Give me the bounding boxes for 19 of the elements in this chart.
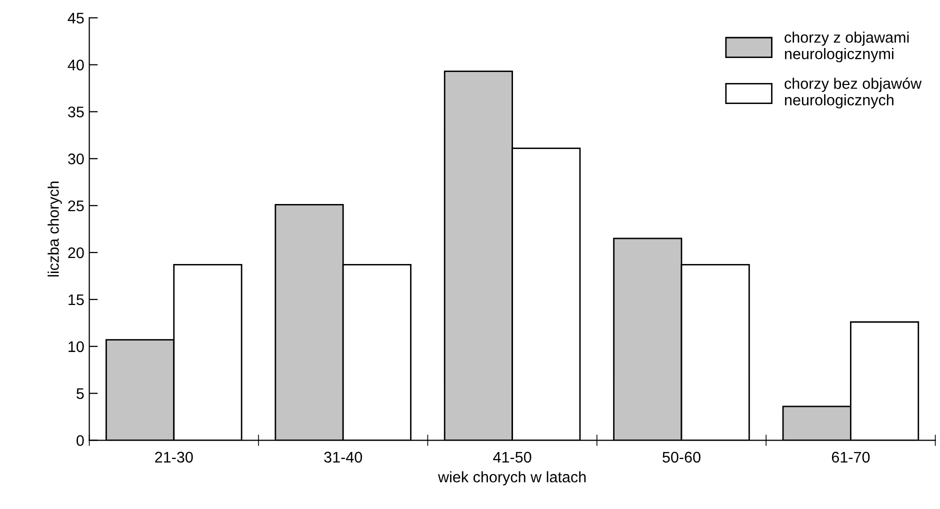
x-tick-label: 61-70 bbox=[832, 452, 870, 463]
x-tick-label: 21-30 bbox=[155, 452, 193, 463]
x-axis-title: wiek chorych w latach bbox=[438, 471, 586, 486]
y-tick-label: 30 bbox=[68, 154, 84, 164]
y-tick-label: 20 bbox=[68, 247, 84, 258]
y-tick-label: 15 bbox=[68, 294, 84, 306]
y-tick-label: 35 bbox=[68, 106, 84, 118]
y-axis-title: liczba chorych bbox=[48, 182, 62, 276]
x-tick-label: 50-60 bbox=[662, 452, 700, 463]
y-tick-label: 45 bbox=[68, 12, 84, 24]
legend-label: chorzy z objawami neurologicznymi bbox=[784, 32, 909, 62]
y-tick-label: 10 bbox=[68, 341, 84, 352]
y-tick-label: 0 bbox=[76, 435, 84, 446]
legend-label: chorzy bez objawów neurologicznych bbox=[784, 78, 922, 108]
x-tick-label: 41-50 bbox=[493, 452, 532, 463]
y-tick-label: 5 bbox=[76, 388, 84, 400]
y-tick-label: 40 bbox=[68, 60, 84, 70]
x-tick-label: 31-40 bbox=[324, 452, 362, 463]
y-tick-label: 25 bbox=[68, 200, 84, 212]
